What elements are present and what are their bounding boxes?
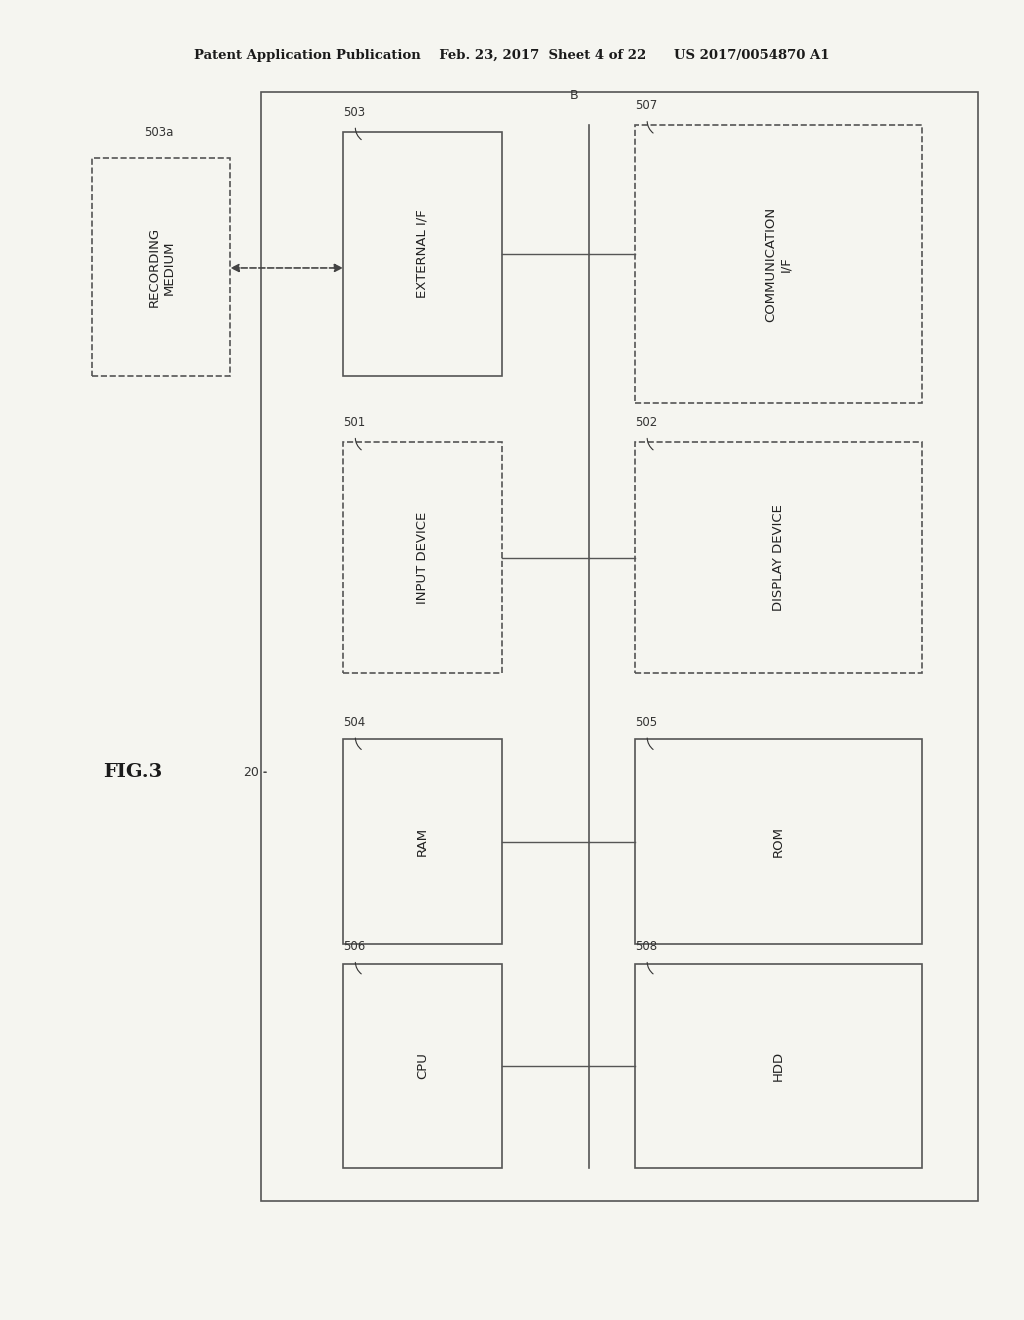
Text: COMMUNICATION
I/F: COMMUNICATION I/F: [764, 206, 793, 322]
Text: 501: 501: [343, 416, 366, 429]
Text: 503: 503: [343, 106, 366, 119]
Text: DISPLAY DEVICE: DISPLAY DEVICE: [772, 504, 784, 611]
Text: 504: 504: [343, 715, 366, 729]
Text: RAM: RAM: [416, 826, 429, 857]
Text: 20: 20: [243, 766, 259, 779]
Text: CPU: CPU: [416, 1052, 429, 1080]
Text: 507: 507: [635, 99, 657, 112]
Text: FIG.3: FIG.3: [103, 763, 163, 781]
Text: 503a: 503a: [144, 125, 173, 139]
Text: 505: 505: [635, 715, 657, 729]
Text: ROM: ROM: [772, 826, 784, 857]
Text: B: B: [570, 88, 579, 102]
Text: 506: 506: [343, 940, 366, 953]
Text: HDD: HDD: [772, 1051, 784, 1081]
Text: Patent Application Publication    Feb. 23, 2017  Sheet 4 of 22      US 2017/0054: Patent Application Publication Feb. 23, …: [195, 49, 829, 62]
Text: 508: 508: [635, 940, 657, 953]
Text: EXTERNAL I/F: EXTERNAL I/F: [416, 210, 429, 298]
Text: INPUT DEVICE: INPUT DEVICE: [416, 512, 429, 603]
Text: 502: 502: [635, 416, 657, 429]
Text: RECORDING
MEDIUM: RECORDING MEDIUM: [147, 227, 175, 308]
